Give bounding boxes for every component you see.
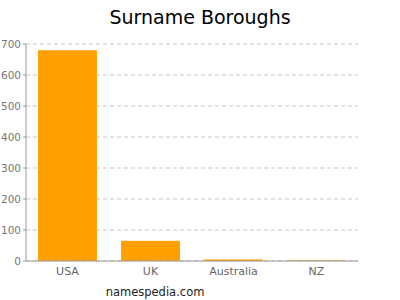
y-axis	[26, 44, 27, 261]
category-label: USA	[56, 265, 79, 278]
tick-label: 600	[1, 69, 21, 81]
chart: Surname Boroughs 0 100 200 300 400 500 600 700 US…	[0, 0, 400, 300]
grid-line	[26, 44, 358, 45]
title: Surname Boroughs	[109, 6, 290, 28]
tick-label: 700	[1, 38, 21, 50]
bar	[121, 241, 180, 261]
category-label: UK	[143, 265, 159, 278]
bar	[38, 50, 97, 261]
category-label: Australia	[209, 265, 258, 278]
tick-label: 300	[1, 162, 21, 174]
tick-label: 100	[1, 224, 21, 236]
tick-label: 500	[1, 100, 21, 112]
tick-label: 0	[14, 255, 21, 267]
category-label: NZ	[309, 265, 325, 278]
source-note: namespedia.com	[106, 285, 205, 299]
x-axis	[26, 261, 358, 262]
tick-label: 200	[1, 193, 21, 205]
grid-line	[26, 261, 358, 262]
tick-label: 400	[1, 131, 21, 143]
bars	[38, 50, 346, 261]
